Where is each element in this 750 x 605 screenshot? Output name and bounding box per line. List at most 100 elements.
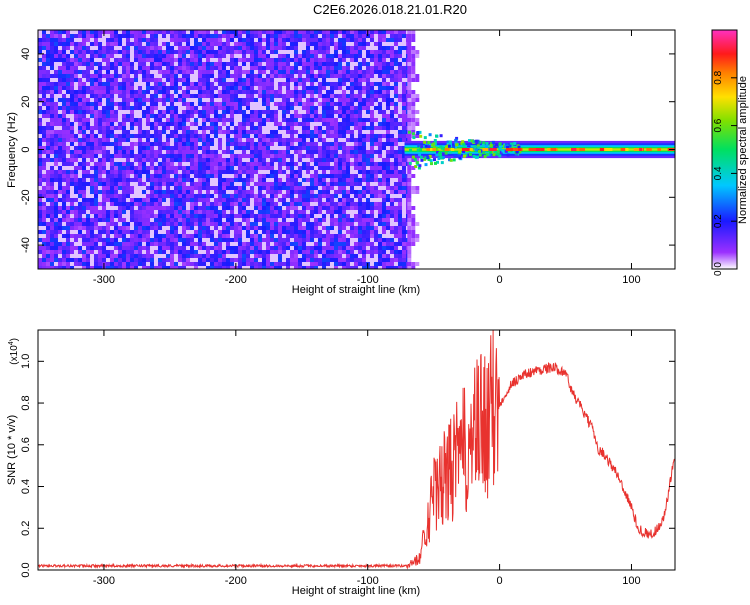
spectrogram-cell	[66, 142, 70, 146]
spectrogram-cell	[126, 110, 130, 114]
spectrogram-cell	[234, 194, 238, 198]
spectrogram-cell	[186, 62, 190, 66]
spectrogram-cell	[122, 102, 126, 106]
spectrogram-cell	[342, 158, 346, 162]
spectrogram-cell	[226, 138, 230, 142]
spectrogram-cell	[178, 146, 182, 150]
spectrogram-cell	[46, 126, 50, 130]
spectrogram-cell	[358, 262, 362, 266]
spectrogram-cell	[354, 90, 358, 94]
spectrogram-cell	[202, 146, 206, 150]
spectrogram-cell	[122, 186, 126, 190]
spectrogram-cell	[322, 250, 326, 254]
spectrogram-cell	[258, 110, 262, 114]
spectrogram-cell	[310, 170, 314, 174]
spectrogram-cell	[338, 238, 342, 242]
spectrogram-cell	[174, 110, 178, 114]
spectrogram-cell	[322, 222, 326, 226]
spectrogram-cell	[230, 218, 234, 222]
spectrogram-cell	[318, 126, 322, 130]
spectrogram-cell	[162, 202, 166, 206]
spectrogram-cell	[218, 94, 222, 98]
spectrogram-cell	[258, 90, 262, 94]
spectrogram-cell	[302, 30, 306, 34]
spectrogram-cell	[298, 266, 302, 269]
spectrogram-cell	[178, 58, 182, 62]
spectrogram-cell	[278, 86, 282, 90]
spectrogram-cell	[330, 250, 334, 254]
spectrogram-cell	[106, 66, 110, 70]
spectrogram-cell	[142, 54, 146, 58]
spectrogram-cell	[82, 226, 86, 230]
spectrogram-cell	[282, 62, 286, 66]
spectrogram-cell	[270, 42, 274, 46]
spectrogram-cell	[362, 198, 366, 202]
spectrogram-cell	[302, 170, 306, 174]
spectrogram-cell	[170, 210, 174, 214]
spectrogram-cell	[218, 158, 222, 162]
spectrogram-cell	[354, 118, 358, 122]
spectrogram-cell	[118, 242, 122, 246]
spectrogram-cell	[346, 254, 350, 258]
spectrogram-cell	[366, 158, 370, 162]
spectrogram-cell	[206, 130, 210, 134]
spectrogram-cell	[226, 122, 230, 126]
spectrogram-cell	[238, 94, 242, 98]
spectrogram-cell	[362, 102, 366, 106]
spectrogram-cell	[178, 158, 182, 162]
spectrogram-cell	[366, 170, 370, 174]
spectrogram-cell	[318, 234, 322, 238]
spectrogram-cell	[286, 42, 290, 46]
spectrogram-cell	[130, 174, 134, 178]
spectrogram-cell	[246, 182, 250, 186]
spectrogram-cell	[122, 46, 126, 50]
spectrogram-cell	[126, 266, 130, 269]
spectrogram-cell	[54, 262, 58, 266]
spectrogram-cell	[202, 250, 206, 254]
spectrogram-cell	[130, 202, 134, 206]
spectrogram-cell	[74, 126, 78, 130]
spectrogram-cell	[166, 226, 170, 230]
spectrogram-cell	[358, 66, 362, 70]
spectrogram-cell	[226, 198, 230, 202]
spectrogram-cell	[222, 186, 226, 190]
spectrogram-cell	[190, 226, 194, 230]
spectrogram-cell	[338, 198, 342, 202]
spectrogram-cell	[214, 186, 218, 190]
spectrogram-cell	[90, 38, 94, 42]
spectrogram-cell	[270, 202, 274, 206]
spectrogram-cell	[46, 258, 50, 262]
spectrogram-cell	[170, 202, 174, 206]
spectrogram-cell	[170, 142, 174, 146]
spectrogram-cell	[170, 118, 174, 122]
spectrogram-cell	[242, 38, 246, 42]
spectrogram-cell	[106, 250, 110, 254]
spectrogram-cell	[122, 158, 126, 162]
spectrogram-cell	[366, 206, 370, 210]
spectrogram-cell	[118, 106, 122, 110]
spectrogram-cell	[238, 114, 242, 118]
spectrogram-cell	[150, 110, 154, 114]
spectrogram-cell	[66, 78, 70, 82]
spectrogram-cell	[230, 42, 234, 46]
spectrogram-cell	[286, 186, 290, 190]
spectrogram-cell	[218, 106, 222, 110]
spectrogram-cell	[258, 250, 262, 254]
spectrogram-cell	[226, 90, 230, 94]
spectrogram-cell	[62, 202, 66, 206]
spectrogram-cell	[242, 130, 246, 134]
spectrogram-cell	[202, 174, 206, 178]
spectrogram-cell	[102, 102, 106, 106]
spectrogram-cell	[250, 86, 254, 90]
spectrogram-cell	[218, 206, 222, 210]
spectrogram-cell	[154, 146, 158, 150]
spectrogram-cell	[270, 230, 274, 234]
spectrogram-cell	[266, 198, 270, 202]
spectrogram-cell	[202, 110, 206, 114]
spectrogram-cell	[358, 146, 362, 150]
spectrogram-cell	[278, 66, 282, 70]
spectrogram-cell	[262, 130, 266, 134]
spectrogram-cell	[346, 134, 350, 138]
spectrogram-cell	[222, 234, 226, 238]
spectrogram-cell	[54, 70, 58, 74]
